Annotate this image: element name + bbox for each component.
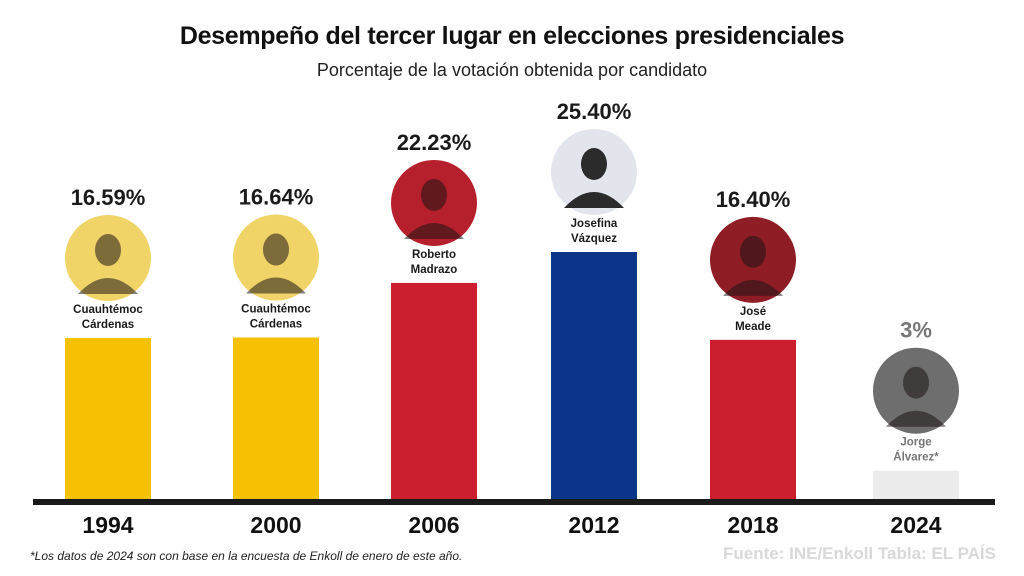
candidate-photo-shoulders <box>404 222 464 239</box>
x-tick-label: 2018 <box>727 512 778 538</box>
candidate-name: José <box>740 306 766 318</box>
candidate-photo-head <box>421 178 447 211</box>
candidate-surname: Cárdenas <box>250 319 302 331</box>
candidate-photo-shoulders <box>246 277 306 294</box>
candidate-surname: Meade <box>735 321 771 333</box>
bar <box>233 337 319 500</box>
chart-title: Desempeño del tercer lugar en elecciones… <box>179 22 845 50</box>
candidate-photo-head <box>581 148 607 180</box>
candidate-surname: Cárdenas <box>82 319 134 331</box>
candidate-surname: Madrazo <box>411 264 458 276</box>
candidate-photo-shoulders <box>564 192 624 208</box>
value-label: 16.59% <box>71 185 146 210</box>
candidate-photo-head <box>263 233 289 266</box>
x-tick-label: 2024 <box>890 512 941 538</box>
value-label: 16.40% <box>716 187 791 212</box>
candidate-name: Roberto <box>412 249 456 261</box>
candidate-photo-shoulders <box>723 279 783 296</box>
value-label: 3% <box>900 318 932 343</box>
source-credit: Fuente: INE/Enkoll Tabla: EL PAÍS <box>723 544 996 563</box>
x-tick-label: 2006 <box>408 512 459 538</box>
value-label: 25.40% <box>557 99 632 124</box>
candidate-photo-head <box>903 366 929 399</box>
bar <box>710 339 796 500</box>
x-axis-baseline <box>33 499 995 505</box>
value-label: 16.64% <box>239 185 314 210</box>
candidate-name: Jorge <box>900 437 931 449</box>
candidate-photo-shoulders <box>886 410 946 427</box>
x-tick-label: 1994 <box>82 512 133 538</box>
bar <box>391 282 477 500</box>
candidate-photo-head <box>740 235 766 268</box>
candidate-name: Josefina <box>571 218 618 230</box>
candidate-name: Cuauhtémoc <box>73 304 143 316</box>
bar <box>873 470 959 500</box>
candidate-photo-shoulders <box>78 278 138 295</box>
bar <box>551 252 637 500</box>
candidate-surname: Álvarez* <box>893 451 939 464</box>
x-tick-label: 2012 <box>568 512 619 538</box>
candidate-surname: Vázquez <box>571 233 617 245</box>
candidate-name: Cuauhtémoc <box>241 304 311 316</box>
candidate-photo-head <box>95 234 121 267</box>
chart-subtitle: Porcentaje de la votación obtenida por c… <box>316 60 708 80</box>
value-label: 22.23% <box>397 130 472 155</box>
bar <box>65 338 151 500</box>
x-tick-label: 2000 <box>250 512 301 538</box>
footnote: *Los datos de 2024 son con base en la en… <box>30 549 463 563</box>
